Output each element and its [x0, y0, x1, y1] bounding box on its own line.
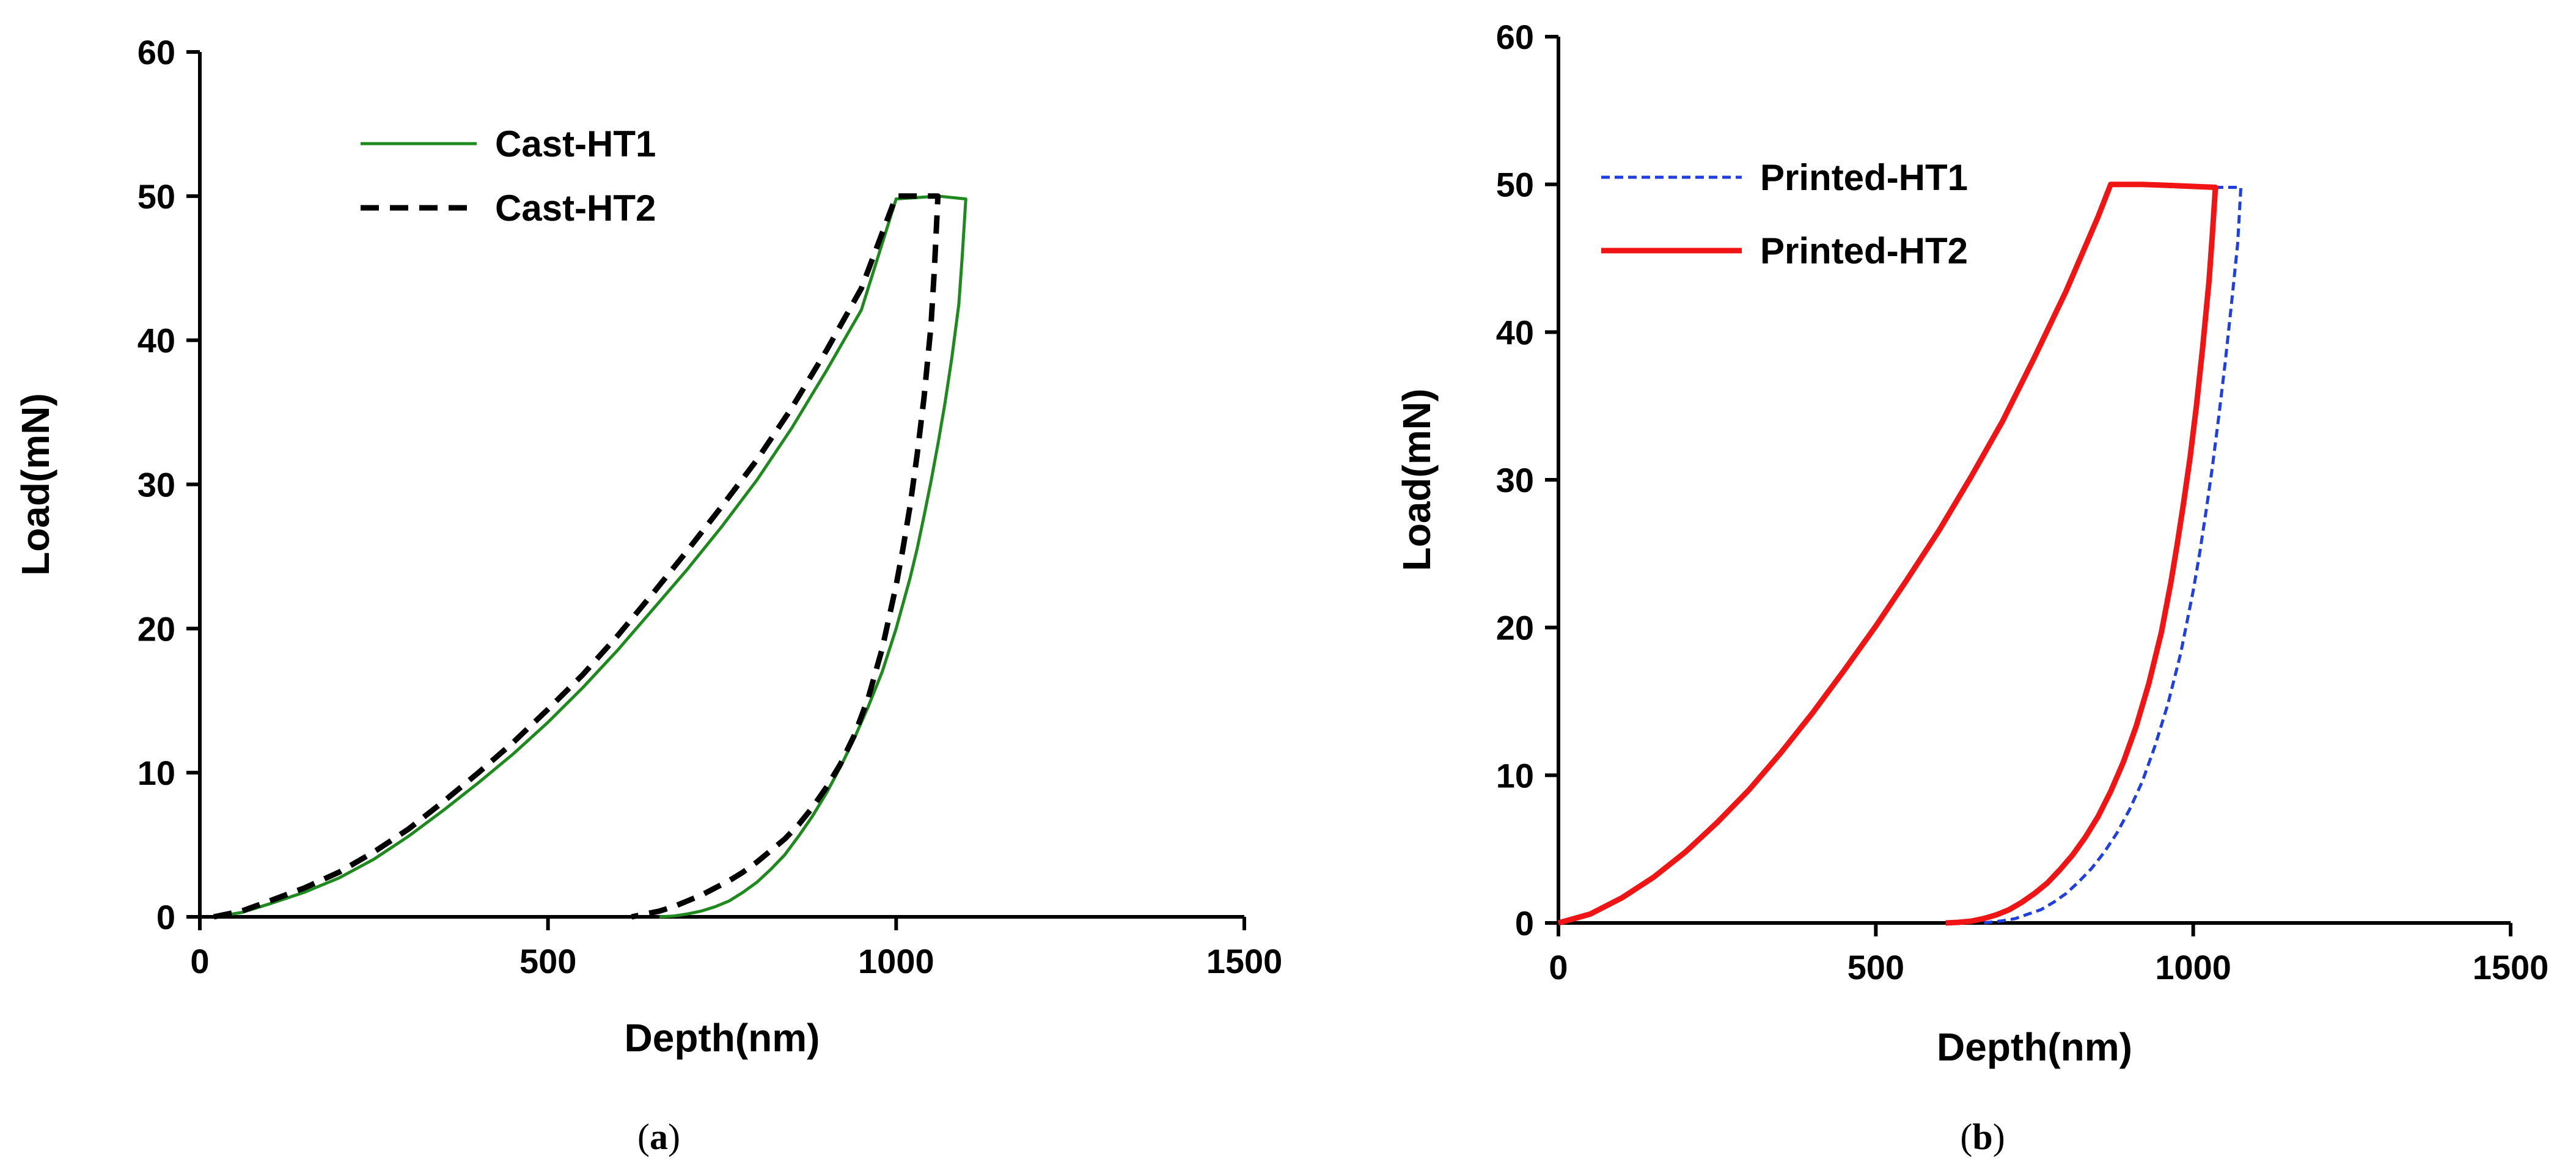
legend-label: Printed-HT2 [1760, 230, 1968, 271]
legend-label: Cast-HT2 [495, 188, 656, 229]
x-tick-label: 1500 [1206, 942, 1283, 980]
y-tick-label: 0 [156, 898, 175, 936]
series-line-printed-ht2 [1557, 182, 2218, 926]
y-tick-label: 40 [1496, 313, 1534, 351]
y-tick-label: 40 [138, 322, 175, 360]
y-tick-label: 30 [1496, 461, 1534, 499]
series-line-printed-ht1 [1558, 183, 2243, 925]
panel-b-caption: (b) [1960, 1117, 2005, 1157]
legend-label: Cast-HT1 [495, 123, 656, 164]
y-axis-title: Load(mN) [1395, 389, 1439, 571]
y-tick-label: 10 [1496, 756, 1534, 795]
y-tick-label: 0 [1515, 904, 1534, 943]
y-tick-label: 20 [1496, 609, 1534, 647]
y-tick-label: 60 [1496, 18, 1534, 56]
y-tick-label: 50 [1496, 166, 1534, 204]
panel-a: (a) 0 10 20 30 40 50 60 0 500 1000 1500 Depth(nm) Lo… [13, 33, 1282, 1157]
y-tick-label: 20 [138, 609, 175, 648]
panel-b: (b) 0 10 20 30 40 50 60 0 500 1000 1500 Depth(nm) Lo… [1395, 18, 2548, 1157]
x-tick-label: 1500 [2473, 948, 2549, 987]
panel-a-caption: (a) [637, 1117, 680, 1157]
x-tick-label: 1000 [858, 942, 934, 980]
legend-label: Printed-HT1 [1760, 157, 1968, 198]
y-tick-label: 50 [138, 177, 175, 216]
x-axis-title: Depth(nm) [625, 1016, 820, 1060]
x-tick-label: 1000 [2155, 948, 2231, 987]
y-tick-label: 30 [138, 466, 175, 504]
x-tick-label: 500 [1848, 948, 1904, 987]
x-tick-label: 500 [519, 942, 576, 980]
series-line-cast-ht1 [213, 194, 967, 919]
y-tick-label: 60 [138, 33, 175, 72]
y-tick-label: 10 [138, 754, 175, 792]
series-line-cast-ht2 [213, 193, 941, 920]
y-axis-title: Load(mN) [13, 393, 57, 576]
x-tick-label: 0 [190, 942, 209, 980]
x-axis-title: Depth(nm) [1937, 1025, 2132, 1069]
x-tick-label: 0 [1549, 948, 1568, 987]
